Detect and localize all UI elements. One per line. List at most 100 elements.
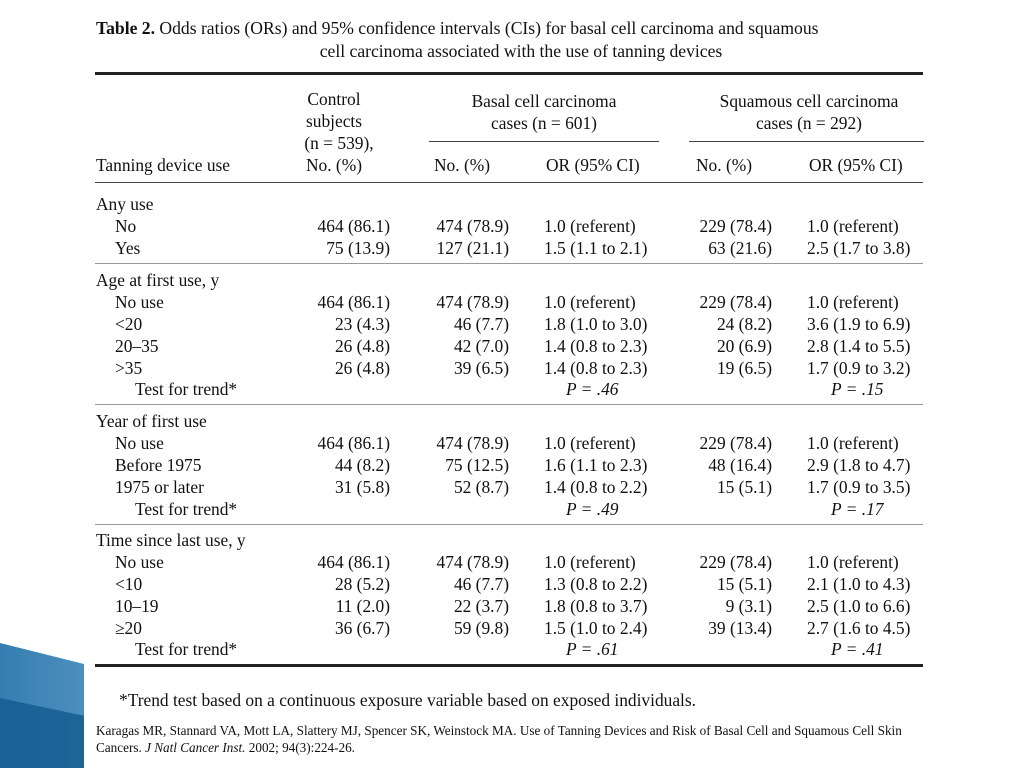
section-rule [95, 404, 923, 405]
citation-journal: J Natl Cancer Inst. [145, 740, 246, 755]
cell-control: 26 (4.8) [334, 358, 390, 378]
cell-bcc-or: 1.4 (0.8 to 2.2) [544, 477, 648, 497]
header-bcc-no: No. (%) [434, 155, 491, 175]
trend-scc-p: P = .15 [831, 379, 884, 399]
row-label: Before 1975 [115, 455, 202, 475]
row-label: No use [115, 433, 164, 453]
header-row-label: Tanning device use [96, 155, 230, 175]
row-label: >35 [115, 358, 143, 378]
cell-bcc-no: 474 (78.9) [436, 433, 509, 453]
cell-bcc-no: 474 (78.9) [436, 292, 509, 312]
cell-control: 23 (4.3) [334, 314, 390, 334]
cell-control: 44 (8.2) [334, 455, 390, 475]
cell-control: 75 (13.9) [326, 238, 390, 258]
table-footnote: *Trend test based on a continuous exposu… [119, 690, 696, 710]
row-label: No use [115, 552, 164, 572]
cell-scc-or: 3.6 (1.9 to 6.9) [807, 314, 911, 334]
cell-bcc-or: 1.0 (referent) [544, 216, 636, 236]
cell-scc-no: 229 (78.4) [699, 552, 772, 572]
cell-bcc-no: 75 (12.5) [445, 455, 509, 475]
cell-scc-no: 229 (78.4) [699, 292, 772, 312]
cell-scc-no: 9 (3.1) [725, 596, 772, 616]
cell-control: 28 (5.2) [334, 574, 390, 594]
cell-bcc-or: 1.3 (0.8 to 2.2) [544, 574, 648, 594]
trend-bcc-p: P = .46 [566, 379, 619, 399]
cell-bcc-or: 1.4 (0.8 to 2.3) [544, 358, 648, 378]
cell-scc-or: 2.7 (1.6 to 4.5) [807, 618, 911, 638]
cell-bcc-no: 39 (6.5) [453, 358, 509, 378]
cell-scc-no: 39 (13.4) [708, 618, 772, 638]
cell-bcc-no: 46 (7.7) [453, 314, 509, 334]
cell-scc-or: 2.5 (1.0 to 6.6) [807, 596, 911, 616]
cell-scc-or: 1.0 (referent) [807, 433, 899, 453]
section-title: Any use [96, 194, 154, 214]
cell-bcc-or: 1.0 (referent) [544, 552, 636, 572]
row-label: 20–35 [115, 336, 159, 356]
bottom-rule [95, 664, 923, 667]
trend-scc-p: P = .41 [831, 639, 884, 659]
header-control-line-2: subjects [305, 111, 363, 131]
cell-control: 464 (86.1) [317, 292, 390, 312]
header-control-line-1: Control [307, 89, 361, 109]
cell-scc-no: 15 (5.1) [716, 477, 772, 497]
row-label: <20 [115, 314, 143, 334]
cell-control: 464 (86.1) [317, 433, 390, 453]
section-title: Year of first use [96, 411, 207, 431]
cell-scc-or: 2.5 (1.7 to 3.8) [807, 238, 911, 258]
cell-scc-no: 63 (21.6) [708, 238, 772, 258]
cell-scc-or: 1.0 (referent) [807, 552, 899, 572]
scc-group-rule [689, 141, 924, 142]
cell-bcc-no: 22 (3.7) [453, 596, 509, 616]
cell-scc-no: 19 (6.5) [716, 358, 772, 378]
cell-bcc-no: 127 (21.1) [436, 238, 509, 258]
cell-bcc-or: 1.8 (0.8 to 3.7) [544, 596, 648, 616]
header-bcc-or: OR (95% CI) [546, 155, 640, 175]
table-caption: Table 2. Odds ratios (ORs) and 95% confi… [96, 17, 926, 63]
cell-bcc-no: 474 (78.9) [436, 552, 509, 572]
cell-scc-no: 24 (8.2) [716, 314, 772, 334]
trend-label: Test for trend* [135, 639, 238, 659]
cell-scc-or: 1.7 (0.9 to 3.2) [807, 358, 911, 378]
cell-control: 36 (6.7) [334, 618, 390, 638]
row-label: 1975 or later [115, 477, 204, 497]
citation-authors: Karagas MR, Stannard VA, Mott LA, Slatte… [96, 723, 902, 755]
trend-scc-p: P = .17 [831, 499, 884, 519]
header-bcc-line-2: cases (n = 601) [491, 113, 597, 133]
row-label: No use [115, 292, 164, 312]
header-rule [95, 182, 923, 183]
row-label: Yes [115, 238, 141, 258]
caption-line-1: Odds ratios (ORs) and 95% confidence int… [159, 18, 819, 38]
cell-bcc-or: 1.6 (1.1 to 2.3) [544, 455, 648, 475]
header-scc-or: OR (95% CI) [809, 155, 903, 175]
header-control-line-4: No. (%) [305, 155, 363, 175]
cell-bcc-or: 1.4 (0.8 to 2.3) [544, 336, 648, 356]
cell-bcc-no: 52 (8.7) [453, 477, 509, 497]
citation: Karagas MR, Stannard VA, Mott LA, Slatte… [96, 722, 926, 756]
citation-details: 2002; 94(3):224-26. [248, 740, 355, 755]
table-document: Table 2. Odds ratios (ORs) and 95% confi… [84, 0, 934, 768]
cell-bcc-or: 1.8 (1.0 to 3.0) [544, 314, 648, 334]
cell-control: 11 (2.0) [335, 596, 390, 616]
cell-bcc-no: 42 (7.0) [453, 336, 509, 356]
header-bcc-line-1: Basal cell carcinoma [471, 91, 617, 111]
row-label: No [115, 216, 137, 236]
bcc-group-rule [429, 141, 659, 142]
trend-bcc-p: P = .49 [566, 499, 619, 519]
row-label: ≥20 [115, 618, 142, 638]
cell-bcc-no: 59 (9.8) [453, 618, 509, 638]
trend-bcc-p: P = .61 [566, 639, 619, 659]
cell-scc-no: 15 (5.1) [716, 574, 772, 594]
section-rule [95, 263, 923, 264]
cell-scc-or: 1.0 (referent) [807, 216, 899, 236]
cell-control: 464 (86.1) [317, 216, 390, 236]
trend-label: Test for trend* [135, 499, 238, 519]
row-label: 10–19 [115, 596, 159, 616]
trend-label: Test for trend* [135, 379, 238, 399]
section-title: Time since last use, y [96, 530, 246, 550]
cell-scc-no: 229 (78.4) [699, 433, 772, 453]
cell-control: 26 (4.8) [334, 336, 390, 356]
cell-bcc-or: 1.5 (1.0 to 2.4) [544, 618, 648, 638]
cell-scc-or: 2.9 (1.8 to 4.7) [807, 455, 911, 475]
cell-control: 464 (86.1) [317, 552, 390, 572]
header-control-line-3: (n = 539), [304, 133, 374, 153]
